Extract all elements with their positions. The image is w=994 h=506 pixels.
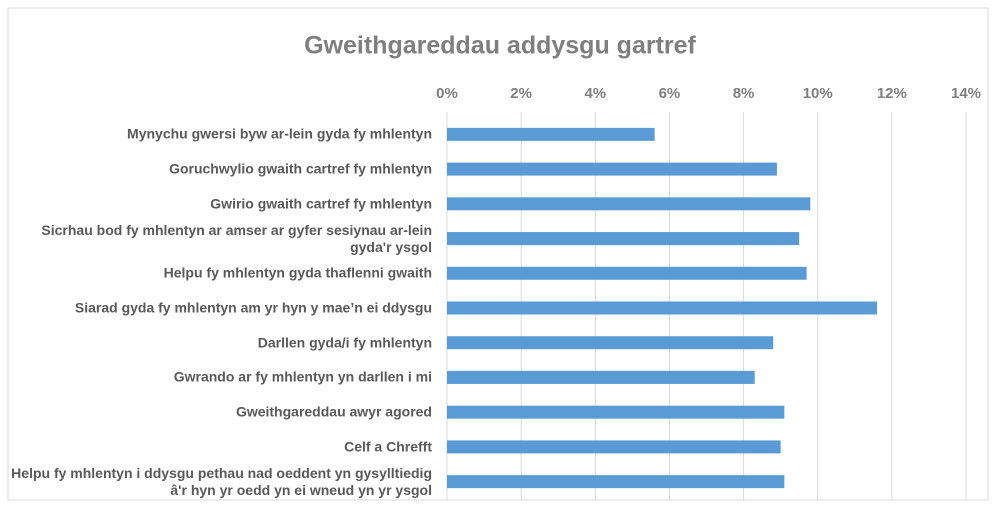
bar — [447, 162, 777, 176]
category-label: Darllen gyda/i fy mhlentyn — [257, 334, 432, 351]
x-tick-label: 0% — [436, 85, 458, 102]
bar — [447, 405, 785, 419]
category-label: Goruchwylio gwaith cartref fy mhlentyn — [169, 160, 432, 177]
x-tick-label: 4% — [584, 85, 606, 102]
category-label: Helpu fy mhlentyn gyda thaflenni gwaith — [163, 264, 432, 281]
bar — [447, 301, 878, 315]
bar — [447, 127, 655, 141]
category-label: Gwrando ar fy mhlentyn yn darllen i mi — [173, 368, 432, 385]
x-tick-label: 6% — [659, 85, 681, 102]
category-label: Celf a Chrefft — [344, 438, 432, 455]
category-label: Mynychu gwersi byw ar-lein gyda fy mhlen… — [127, 125, 432, 142]
category-label: Sicrhau bod fy mhlentyn ar amser ar gyfe… — [41, 221, 432, 255]
bar — [447, 440, 781, 454]
category-label: Siarad gyda fy mhlentyn am yr hyn y mae’… — [74, 299, 432, 316]
x-tick-label: 8% — [733, 85, 755, 102]
bar — [447, 197, 811, 211]
bar — [447, 336, 774, 350]
x-tick-label: 14% — [951, 85, 981, 102]
category-label: Gwirio gwaith cartref fy mhlentyn — [210, 195, 432, 212]
x-tick-label: 2% — [510, 85, 532, 102]
bar — [447, 266, 807, 280]
category-label: Helpu fy mhlentyn i ddysgu pethau nad oe… — [11, 464, 432, 498]
bar — [447, 370, 755, 384]
bar — [447, 232, 800, 246]
chart-title: Gweithgareddau addysgu gartref — [304, 32, 696, 60]
category-label: Gweithgareddau awyr agored — [235, 403, 432, 420]
x-tick-label: 10% — [803, 85, 833, 102]
x-tick-label: 12% — [877, 85, 907, 102]
bar — [447, 475, 785, 489]
